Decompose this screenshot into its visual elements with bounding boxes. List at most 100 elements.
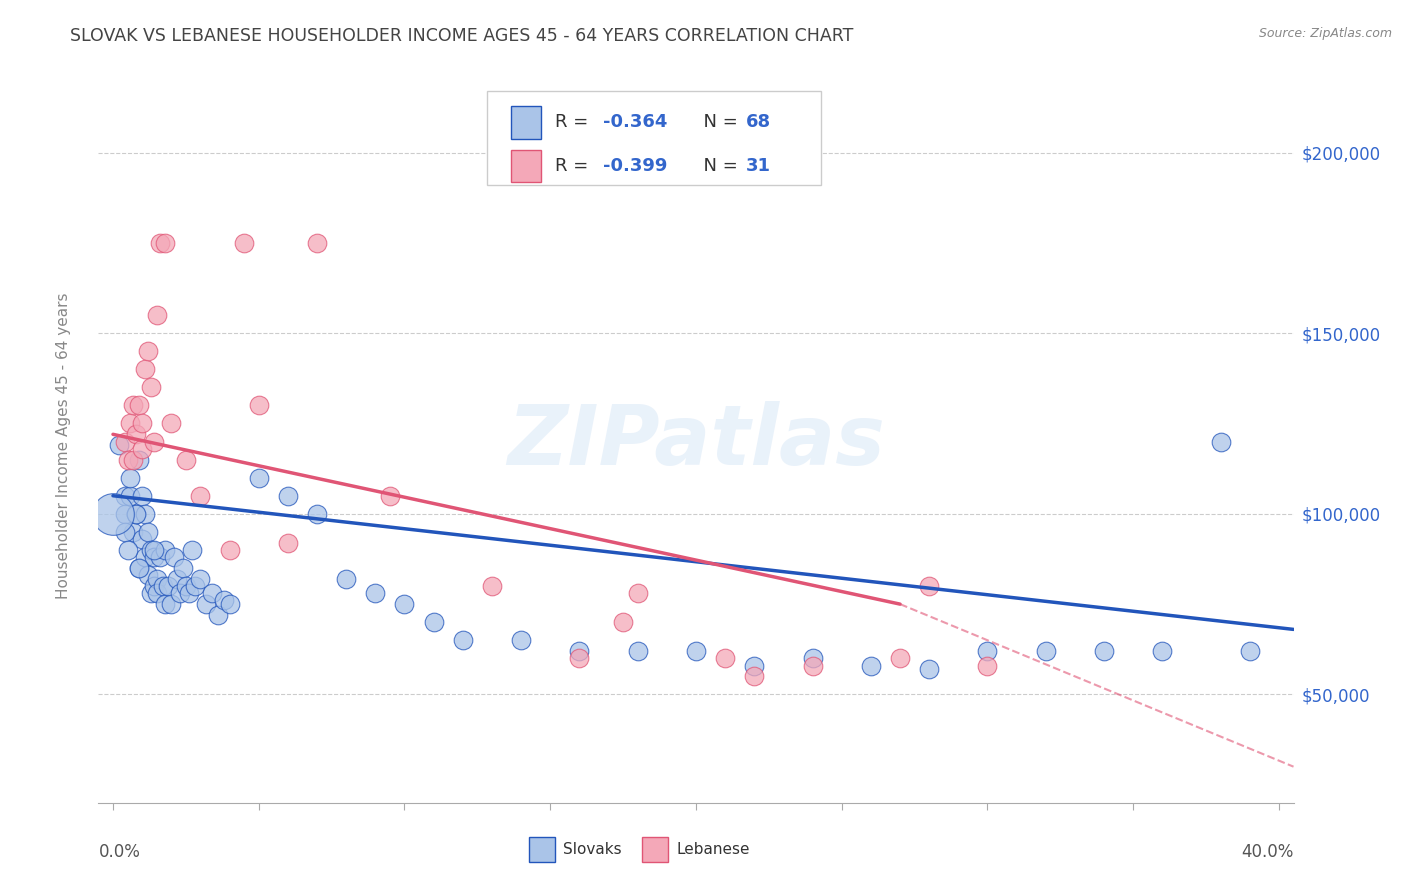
Point xyxy=(142,434,165,449)
Point xyxy=(742,658,765,673)
Point xyxy=(364,586,387,600)
Point xyxy=(136,524,159,539)
Point xyxy=(233,235,256,250)
Point xyxy=(1035,644,1057,658)
Point xyxy=(568,651,591,665)
FancyBboxPatch shape xyxy=(486,91,821,185)
Point xyxy=(114,489,136,503)
Point xyxy=(142,550,165,565)
Text: Source: ZipAtlas.com: Source: ZipAtlas.com xyxy=(1258,27,1392,40)
Text: N =: N = xyxy=(692,157,744,175)
Point xyxy=(117,452,139,467)
Point xyxy=(120,470,142,484)
Point xyxy=(172,561,194,575)
Point xyxy=(510,633,533,648)
Point xyxy=(117,542,139,557)
Point xyxy=(714,651,737,665)
Bar xyxy=(510,150,541,182)
Point xyxy=(212,593,235,607)
Text: SLOVAK VS LEBANESE HOUSEHOLDER INCOME AGES 45 - 64 YEARS CORRELATION CHART: SLOVAK VS LEBANESE HOUSEHOLDER INCOME AG… xyxy=(70,27,853,45)
Point xyxy=(305,235,328,250)
Point xyxy=(481,579,503,593)
Point xyxy=(422,615,444,630)
Point xyxy=(128,561,150,575)
Point xyxy=(139,542,162,557)
Point xyxy=(177,586,200,600)
Point xyxy=(335,572,357,586)
Point xyxy=(201,586,224,600)
Point xyxy=(218,597,240,611)
Point xyxy=(183,579,205,593)
Point xyxy=(160,417,183,431)
Bar xyxy=(510,106,541,139)
Bar xyxy=(643,837,668,863)
Point xyxy=(190,489,212,503)
Point xyxy=(108,438,131,452)
Point xyxy=(149,235,172,250)
Text: R =: R = xyxy=(555,157,593,175)
Text: R =: R = xyxy=(555,113,593,131)
Text: 40.0%: 40.0% xyxy=(1241,843,1294,861)
Point xyxy=(157,579,180,593)
Point xyxy=(131,417,153,431)
Point xyxy=(152,579,174,593)
Point xyxy=(859,658,882,673)
Point xyxy=(131,532,153,546)
Point xyxy=(155,235,177,250)
Point xyxy=(305,507,328,521)
Point xyxy=(134,362,156,376)
Point xyxy=(1092,644,1115,658)
Text: 0.0%: 0.0% xyxy=(98,843,141,861)
Point xyxy=(195,597,218,611)
Point xyxy=(918,662,941,676)
Point xyxy=(976,658,998,673)
Point xyxy=(139,380,162,394)
Text: Householder Income Ages 45 - 64 years: Householder Income Ages 45 - 64 years xyxy=(56,293,70,599)
Point xyxy=(889,651,911,665)
Point xyxy=(149,550,172,565)
Point xyxy=(145,308,167,322)
Text: -0.364: -0.364 xyxy=(603,113,666,131)
Point xyxy=(394,597,416,611)
Point xyxy=(742,669,765,683)
Point xyxy=(180,542,202,557)
Point xyxy=(131,442,153,456)
Point xyxy=(145,572,167,586)
Point xyxy=(136,344,159,359)
Point xyxy=(155,597,177,611)
Point xyxy=(122,398,145,412)
Point xyxy=(1152,644,1174,658)
Point xyxy=(918,579,941,593)
Point xyxy=(612,615,634,630)
Point xyxy=(114,524,136,539)
Point xyxy=(131,489,153,503)
Point xyxy=(801,651,824,665)
Point xyxy=(976,644,998,658)
Point xyxy=(145,586,167,600)
Point xyxy=(685,644,707,658)
Point xyxy=(277,535,299,549)
Point xyxy=(160,597,183,611)
Point xyxy=(163,550,186,565)
Point xyxy=(142,579,165,593)
Point xyxy=(122,524,145,539)
Point xyxy=(128,452,150,467)
Point xyxy=(1209,434,1232,449)
Point xyxy=(120,489,142,503)
Text: 68: 68 xyxy=(747,113,772,131)
Point xyxy=(139,586,162,600)
Point xyxy=(627,644,650,658)
Point xyxy=(128,561,150,575)
Point xyxy=(277,489,299,503)
Point xyxy=(155,542,177,557)
Point xyxy=(120,417,142,431)
Text: ZIPatlas: ZIPatlas xyxy=(508,401,884,482)
Point xyxy=(218,542,240,557)
Text: Slovaks: Slovaks xyxy=(564,842,621,857)
Point xyxy=(174,579,197,593)
Point xyxy=(190,572,212,586)
Point xyxy=(169,586,191,600)
Point xyxy=(136,568,159,582)
Point xyxy=(247,398,270,412)
Point xyxy=(125,507,148,521)
